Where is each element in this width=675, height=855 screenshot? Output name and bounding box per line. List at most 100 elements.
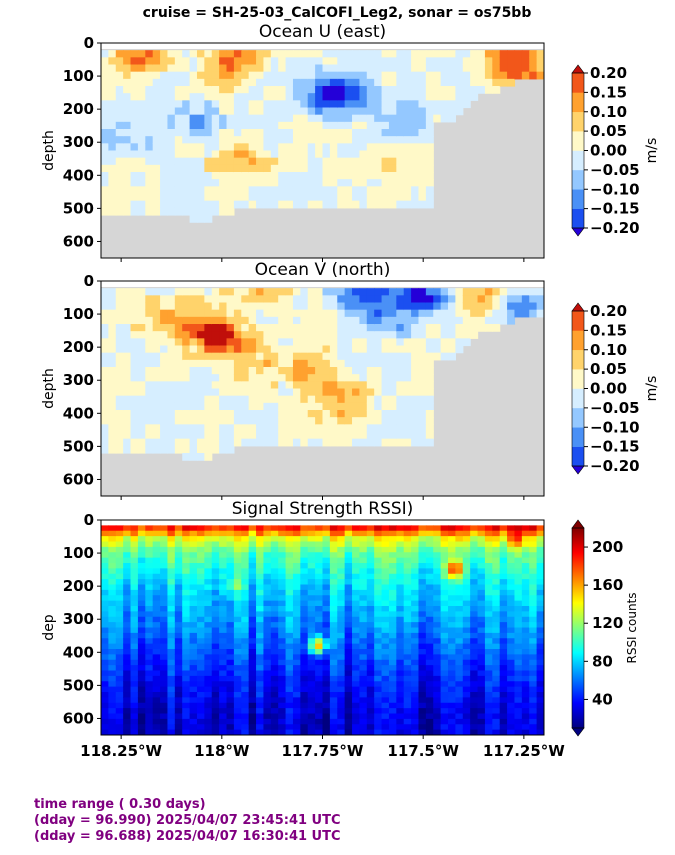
heatmap-cell <box>418 573 427 580</box>
heatmap-cell <box>396 697 405 704</box>
heatmap-cell <box>130 627 139 634</box>
heatmap-cell <box>418 86 427 94</box>
heatmap-cell <box>189 200 198 209</box>
heatmap-cell <box>352 600 361 607</box>
heatmap-cell <box>270 525 279 532</box>
heatmap-cell <box>359 395 368 404</box>
heatmap-cell <box>263 616 272 623</box>
heatmap-cell <box>403 530 412 537</box>
heatmap-cell <box>433 697 442 704</box>
heatmap-cell <box>440 114 449 123</box>
heatmap-cell <box>440 568 449 575</box>
heatmap-cell <box>115 557 124 564</box>
heatmap-cell <box>337 374 346 382</box>
heatmap-cell <box>300 121 309 130</box>
heatmap-cell <box>344 654 353 661</box>
heatmap-cell <box>462 316 471 325</box>
heatmap-cell <box>196 445 205 454</box>
heatmap-cell <box>182 595 191 602</box>
heatmap-cell <box>344 150 353 159</box>
heatmap-cell <box>455 579 464 586</box>
heatmap-cell <box>440 352 449 361</box>
heatmap-cell <box>514 563 523 569</box>
heatmap-cell <box>388 186 397 195</box>
heatmap-cell <box>366 143 375 152</box>
heatmap-cell <box>477 665 486 672</box>
heatmap-cell <box>455 681 464 688</box>
heatmap-cell <box>499 724 508 731</box>
heatmap-cell <box>278 381 287 390</box>
heatmap-cell <box>167 136 176 144</box>
heatmap-cell <box>411 288 420 296</box>
heatmap-cell <box>211 395 220 404</box>
heatmap-cell <box>270 611 279 618</box>
heatmap-cell <box>160 338 169 347</box>
heatmap-cell <box>352 654 361 661</box>
heatmap-cell <box>196 309 205 318</box>
heatmap-cell <box>204 57 213 66</box>
heatmap-cell <box>263 552 272 559</box>
heatmap-cell <box>352 606 361 612</box>
heatmap-cell <box>366 200 375 209</box>
heatmap-cell <box>433 702 442 709</box>
heatmap-cell <box>167 186 176 195</box>
heatmap-cell <box>189 316 198 325</box>
heatmap-cell <box>484 288 493 296</box>
heatmap-cell <box>108 600 117 607</box>
heatmap-cell <box>418 600 427 607</box>
heatmap-cell <box>226 410 235 418</box>
heatmap-cell <box>329 686 338 693</box>
heatmap-cell <box>248 536 257 543</box>
heatmap-cell <box>101 611 109 618</box>
heatmap-cell <box>167 600 176 607</box>
heatmap-cell <box>374 632 383 639</box>
heatmap-cell <box>248 50 257 58</box>
heatmap-cell <box>374 86 383 94</box>
heatmap-cell <box>115 417 124 425</box>
heatmap-cell <box>278 324 287 332</box>
heatmap-cell <box>403 64 412 73</box>
heatmap-cell <box>152 729 161 735</box>
heatmap-cell <box>307 186 316 195</box>
heatmap-cell <box>233 579 242 586</box>
heatmap-cell <box>366 431 375 440</box>
heatmap-cell <box>248 121 257 130</box>
heatmap-cell <box>174 302 183 311</box>
heatmap-cell <box>241 179 250 187</box>
heatmap-cell <box>108 86 117 94</box>
heatmap-cell <box>219 541 228 548</box>
heatmap-cell <box>189 367 198 375</box>
heatmap-cell <box>300 143 309 152</box>
heatmap-cell <box>521 713 530 720</box>
heatmap-cell <box>270 193 279 202</box>
heatmap-cell <box>433 100 442 109</box>
heatmap-cell <box>344 670 353 677</box>
heatmap-cell <box>374 541 383 548</box>
heatmap-cell <box>337 686 346 693</box>
heatmap-cell <box>448 541 456 548</box>
heatmap-cell <box>514 611 523 618</box>
heatmap-cell <box>425 718 434 725</box>
heatmap-cell <box>263 193 272 202</box>
heatmap-cell <box>108 71 117 80</box>
heatmap-cell <box>300 136 309 144</box>
heatmap-cell <box>337 164 346 173</box>
heatmap-cell <box>396 107 405 116</box>
heatmap-cell <box>219 114 228 123</box>
heatmap-cell <box>536 600 544 607</box>
heatmap-cell <box>366 702 375 709</box>
heatmap-cell <box>388 381 397 390</box>
heatmap-cell <box>278 359 287 368</box>
heatmap-cell <box>470 708 479 715</box>
heatmap-cell <box>130 552 139 559</box>
heatmap-cell <box>211 164 220 173</box>
heatmap-cell <box>462 724 471 731</box>
heatmap-cell <box>219 632 228 639</box>
heatmap-cell <box>455 616 464 623</box>
heatmap-cell <box>292 114 301 123</box>
heatmap-cell <box>484 708 493 715</box>
heatmap-cell <box>263 438 272 447</box>
heatmap-cell <box>233 552 242 559</box>
heatmap-cell <box>285 573 294 580</box>
heatmap-cell <box>263 431 272 440</box>
